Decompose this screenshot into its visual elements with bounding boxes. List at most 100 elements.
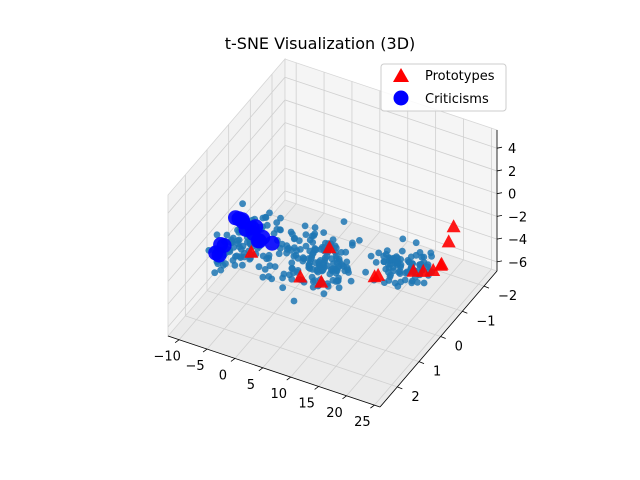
legend: Prototypes Criticisms	[380, 63, 507, 112]
embedding-point	[301, 222, 309, 230]
z-tick-mark	[496, 146, 503, 149]
grid-z-back	[284, 122, 498, 195]
embedding-point	[261, 266, 269, 273]
embedding-point	[340, 218, 348, 226]
criticism-point	[264, 235, 280, 251]
z-tick-label: 2	[508, 165, 516, 180]
embedding-point	[394, 282, 402, 290]
criticism-point	[234, 212, 250, 228]
y-tick-label: 1	[433, 365, 441, 380]
embedding-point	[414, 279, 421, 286]
prototype-point	[416, 263, 431, 277]
embedding-point	[280, 270, 288, 278]
embedding-point	[223, 231, 231, 239]
embedding-point	[299, 257, 307, 265]
embedding-point	[305, 261, 313, 269]
embedding-point	[237, 253, 245, 260]
x-tick-label: −5	[185, 359, 204, 374]
embedding-point	[332, 244, 340, 252]
embedding-point	[335, 284, 343, 292]
x-tick-label: 20	[326, 406, 343, 421]
embedding-point	[235, 236, 243, 244]
prototype-point	[406, 263, 421, 277]
embedding-point	[217, 266, 225, 274]
grid-z-back	[284, 145, 498, 217]
prototype-point	[314, 274, 329, 288]
embedding-point	[383, 247, 391, 255]
prototype-point	[322, 240, 337, 254]
grid-x-floor	[346, 259, 464, 397]
embedding-point	[291, 234, 299, 242]
z-tick-label: −2	[508, 210, 527, 225]
y-tick-mark	[462, 310, 468, 314]
grid-x-floor	[374, 268, 492, 406]
prototype-point	[441, 234, 456, 248]
grid-z-back	[284, 99, 498, 172]
embedding-point	[402, 269, 410, 277]
embedding-point	[278, 240, 286, 248]
z-tick-mark	[496, 260, 503, 263]
x-tick-label: 0	[219, 368, 227, 383]
grid-z-left	[167, 122, 286, 259]
grid-z-back	[284, 167, 498, 240]
embedding-point	[420, 279, 428, 287]
embedding-point	[268, 275, 276, 283]
embedding-point	[288, 259, 296, 267]
grid-z-left	[167, 99, 286, 237]
embedding-point	[229, 234, 237, 242]
embedding-point	[279, 284, 287, 292]
grid-y-floor	[206, 290, 420, 363]
embedding-point	[277, 226, 284, 234]
y-axis-line	[379, 270, 498, 408]
embedding-point	[372, 259, 380, 266]
embedding-point	[290, 297, 298, 305]
embedding-point	[285, 244, 292, 252]
y-tick-mark	[397, 386, 403, 390]
embedding-point	[211, 269, 219, 277]
y-tick-label: 0	[455, 339, 463, 354]
prototype-point	[446, 219, 461, 233]
embedding-point	[259, 273, 267, 281]
embedding-point	[277, 214, 284, 222]
embedding-point	[418, 253, 426, 261]
x-tick-mark	[174, 339, 180, 344]
embedding-point	[356, 237, 363, 244]
x-tick-label: 10	[270, 387, 287, 402]
criticism-point	[216, 238, 232, 253]
legend-frame	[380, 63, 507, 112]
x-tick-mark	[370, 404, 375, 409]
embedding-point	[288, 275, 296, 283]
prototype-point	[371, 267, 386, 281]
embedding-point	[408, 279, 416, 287]
grid-z-left	[167, 190, 286, 328]
embedding-point	[385, 264, 393, 272]
x-tick-mark	[342, 395, 347, 400]
x-tick-label: 15	[298, 396, 315, 411]
z-tick-mark	[496, 237, 503, 240]
x-tick-mark	[286, 376, 291, 381]
prototype-point	[244, 244, 259, 258]
z-tick-label: −4	[508, 233, 527, 248]
legend-criticisms-label: Criticisms	[425, 92, 489, 107]
embedding-point	[302, 242, 310, 250]
y-tick-label: −2	[498, 289, 517, 304]
embedding-point	[347, 277, 355, 285]
embedding-point	[343, 258, 351, 266]
embedding-point	[334, 265, 341, 273]
y-tick-label: 2	[411, 390, 419, 405]
embedding-point	[375, 249, 383, 257]
legend-prototypes-label: Prototypes	[425, 69, 495, 84]
embedding-point	[275, 250, 283, 258]
embedding-point	[288, 265, 296, 272]
grid-x-floor	[262, 231, 381, 369]
x-tick-mark	[258, 367, 264, 372]
embedding-point	[334, 277, 341, 285]
grid-z-back	[284, 76, 498, 149]
embedding-point	[396, 267, 404, 275]
grid-y-floor	[185, 315, 398, 388]
legend-criticisms-marker	[393, 90, 409, 106]
grid-z-back	[284, 190, 498, 263]
embedding-point	[367, 252, 375, 260]
embedding-point	[333, 259, 341, 267]
